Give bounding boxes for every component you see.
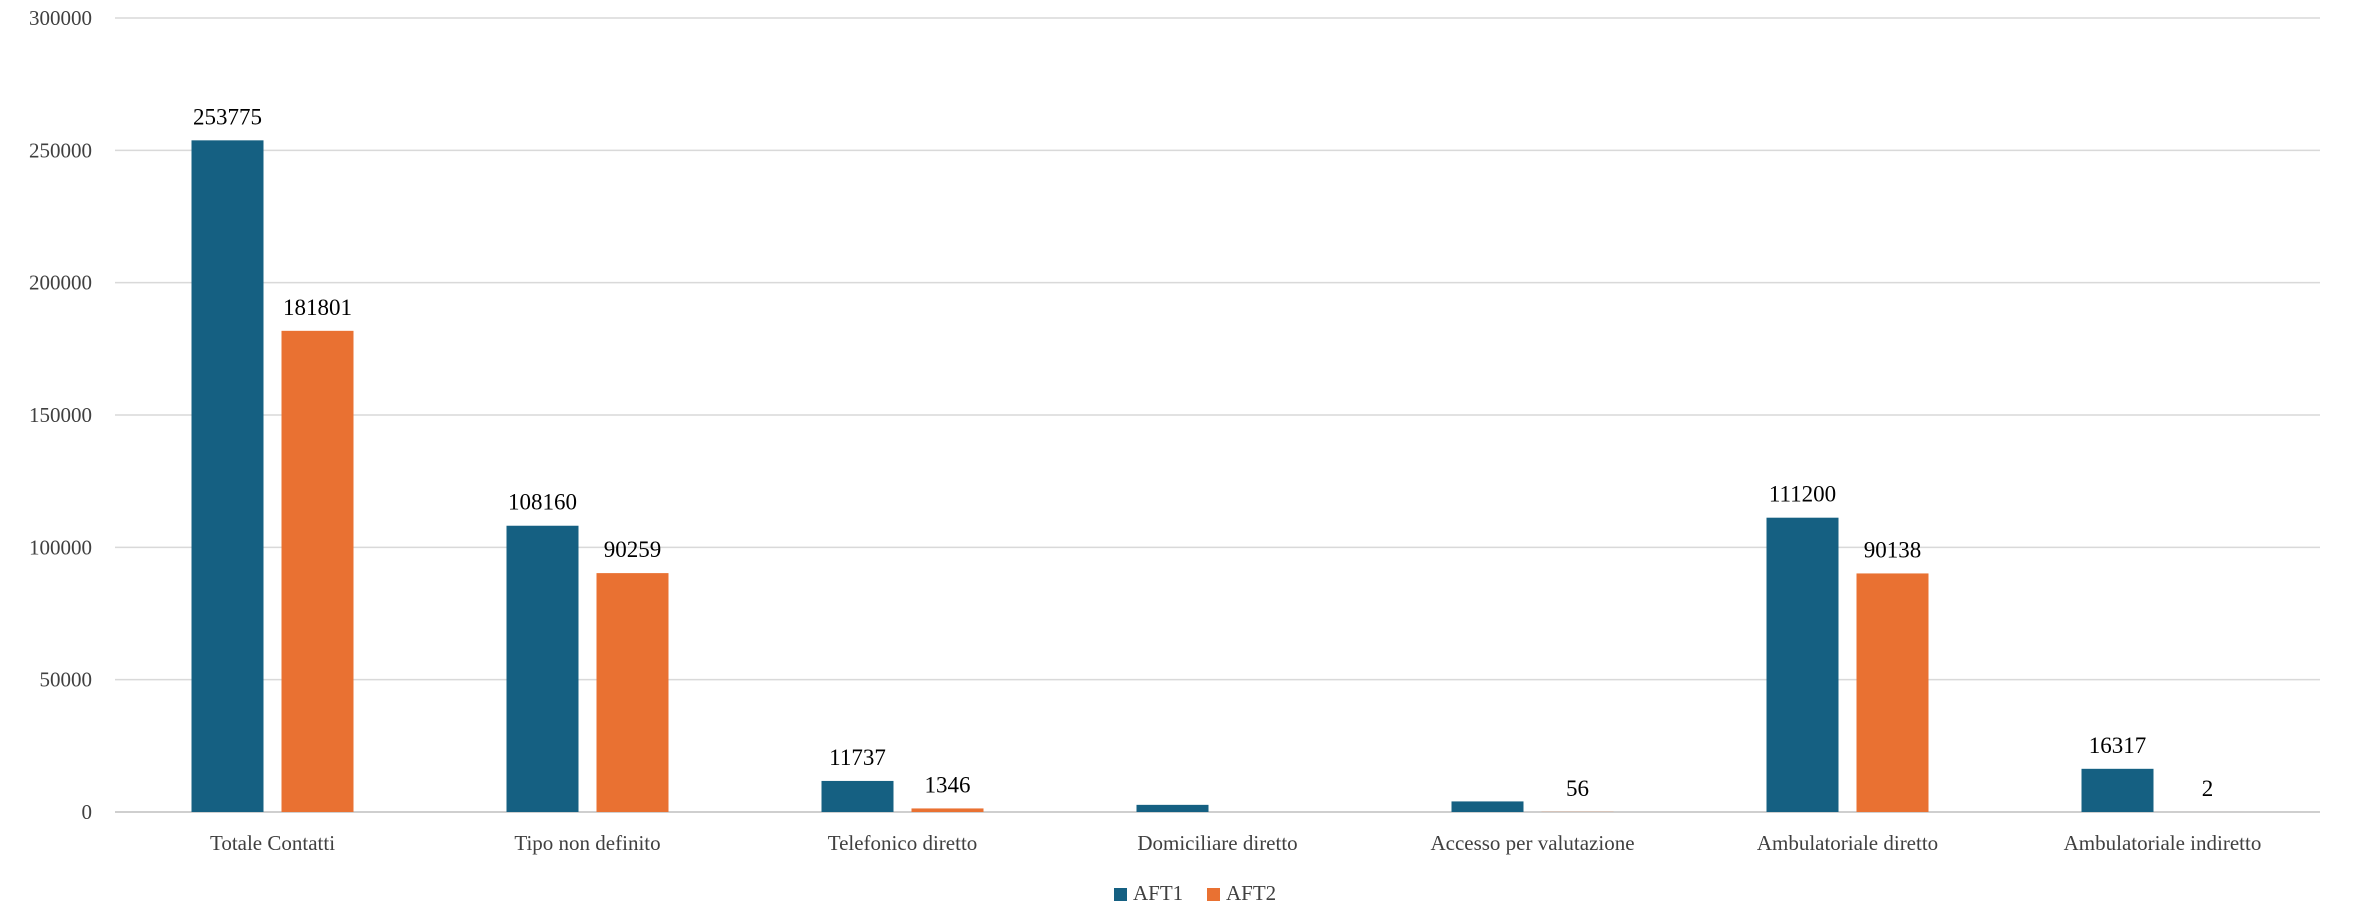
bar-aft1 <box>1766 517 1839 812</box>
x-category-label: Accesso per valutazione <box>1430 831 1634 855</box>
y-tick-label: 250000 <box>29 138 92 162</box>
bar-aft2 <box>281 330 354 812</box>
legend-label: AFT2 <box>1226 881 1276 904</box>
data-labels: 253775 181801 108160 90259 11737 1346 56 111200… <box>193 104 2213 801</box>
bar-aft1 <box>506 525 579 812</box>
bars <box>191 140 2244 812</box>
data-label: 16317 <box>2089 733 2147 758</box>
legend: AFT1 AFT2 <box>1114 881 1276 904</box>
bar-aft1 <box>2081 768 2154 812</box>
data-label: 108160 <box>508 490 577 515</box>
y-tick-label: 100000 <box>29 535 92 559</box>
legend-swatch <box>1207 888 1220 901</box>
x-category-label: Totale Contatti <box>210 831 335 855</box>
gridlines <box>115 17 2320 813</box>
x-category-label: Domiciliare diretto <box>1137 831 1297 855</box>
y-axis-ticks: 0 50000 100000 150000 200000 250000 300000 <box>29 6 92 824</box>
y-tick-label: 150000 <box>29 403 92 427</box>
data-label: 11737 <box>829 745 886 770</box>
y-tick-label: 300000 <box>29 6 92 30</box>
x-category-label: Ambulatoriale diretto <box>1757 831 1938 855</box>
y-tick-label: 0 <box>82 800 93 824</box>
x-category-label: Ambulatoriale indiretto <box>2064 831 2262 855</box>
bar-aft2 <box>596 573 669 812</box>
data-label: 90259 <box>604 537 662 562</box>
legend-swatch <box>1114 888 1127 901</box>
data-label: 181801 <box>283 295 352 320</box>
y-tick-label: 50000 <box>40 668 93 692</box>
bar-aft1 <box>1136 804 1209 812</box>
bar-aft1 <box>821 780 894 812</box>
bar-aft2 <box>911 808 984 812</box>
x-category-label: Tipo non definito <box>514 831 660 855</box>
data-label: 111200 <box>1769 482 1836 507</box>
x-axis-categories: Totale Contatti Tipo non definito Telefoni… <box>210 831 2261 855</box>
data-label: 90138 <box>1864 537 1922 562</box>
y-tick-label: 200000 <box>29 271 92 295</box>
data-label: 2 <box>2202 776 2214 801</box>
data-label: 56 <box>1566 776 1589 801</box>
x-category-label: Telefonico diretto <box>828 831 978 855</box>
data-label: 253775 <box>193 104 262 129</box>
bar-aft1 <box>1451 801 1524 812</box>
data-label: 1346 <box>925 772 971 797</box>
legend-label: AFT1 <box>1133 881 1183 904</box>
bar-aft1 <box>191 140 264 812</box>
bar-aft2 <box>1856 573 1929 812</box>
